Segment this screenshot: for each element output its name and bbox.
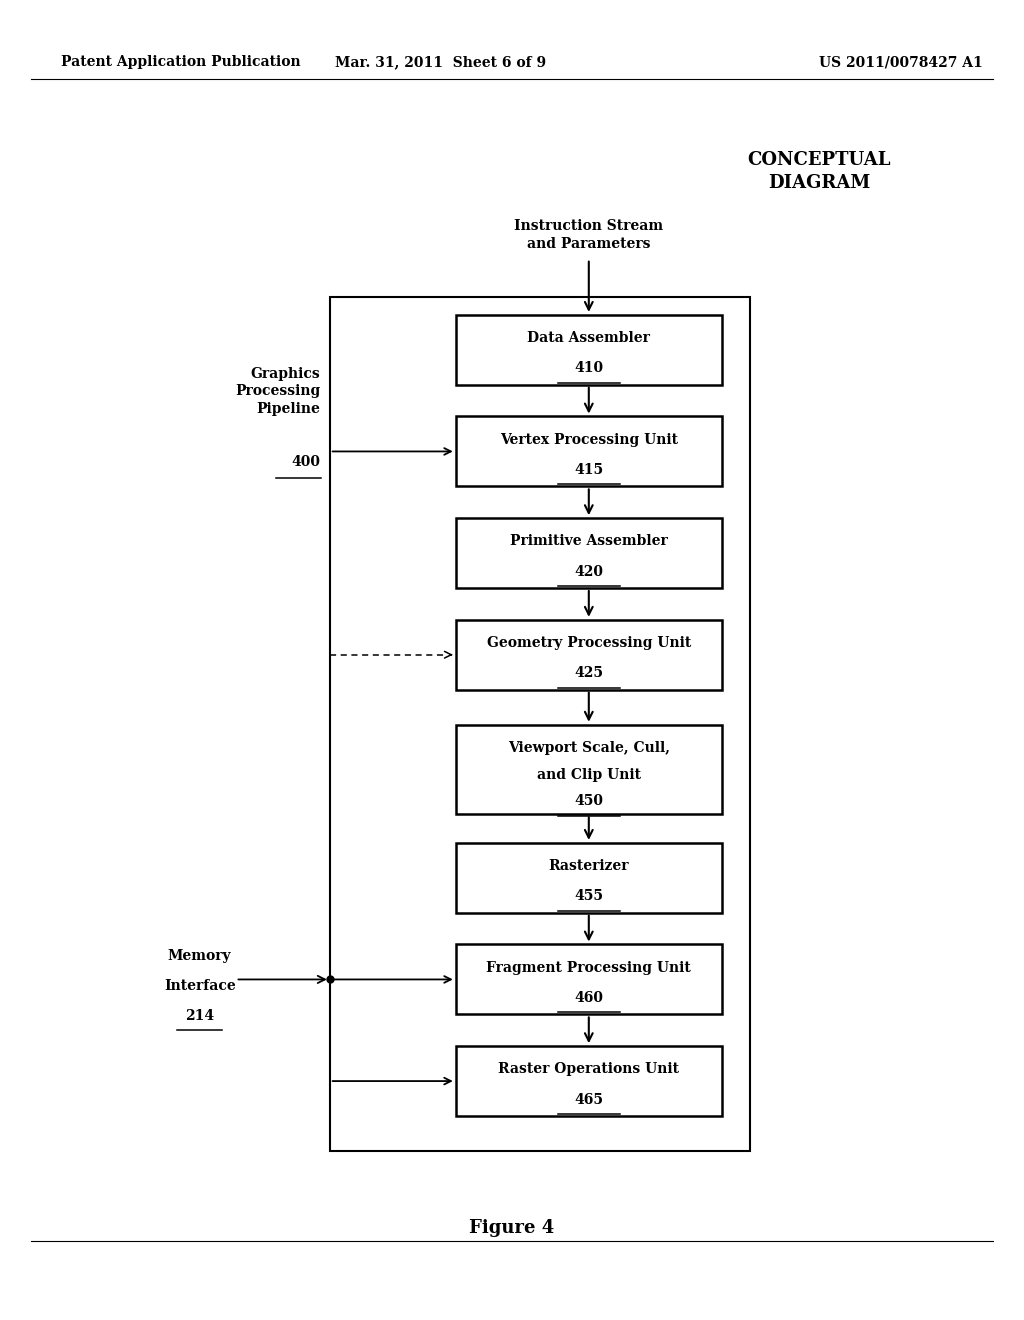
- Text: 460: 460: [574, 991, 603, 1005]
- Text: 425: 425: [574, 667, 603, 680]
- Bar: [456, 945, 722, 1015]
- Bar: [456, 517, 722, 589]
- Text: US 2011/0078427 A1: US 2011/0078427 A1: [819, 55, 983, 69]
- Text: CONCEPTUAL
DIAGRAM: CONCEPTUAL DIAGRAM: [748, 150, 891, 193]
- Text: Vertex Processing Unit: Vertex Processing Unit: [500, 433, 678, 446]
- Text: 420: 420: [574, 565, 603, 578]
- Bar: [456, 620, 722, 689]
- Bar: [456, 843, 722, 913]
- Bar: [456, 417, 722, 487]
- Text: and Clip Unit: and Clip Unit: [537, 768, 641, 781]
- Text: Fragment Processing Unit: Fragment Processing Unit: [486, 961, 691, 974]
- Text: Rasterizer: Rasterizer: [549, 859, 629, 873]
- Bar: [456, 315, 722, 385]
- Text: 410: 410: [574, 362, 603, 375]
- Text: Viewport Scale, Cull,: Viewport Scale, Cull,: [508, 742, 670, 755]
- Text: 214: 214: [185, 1010, 214, 1023]
- Text: Memory: Memory: [168, 949, 231, 962]
- Text: 455: 455: [574, 890, 603, 903]
- Text: Primitive Assembler: Primitive Assembler: [510, 535, 668, 548]
- Text: Instruction Stream
and Parameters: Instruction Stream and Parameters: [514, 219, 664, 251]
- Text: 400: 400: [292, 455, 321, 469]
- Text: 450: 450: [574, 795, 603, 808]
- Text: 465: 465: [574, 1093, 603, 1106]
- Bar: [330, 297, 750, 1151]
- Text: Raster Operations Unit: Raster Operations Unit: [499, 1063, 679, 1076]
- Bar: [456, 1045, 722, 1115]
- Text: Figure 4: Figure 4: [469, 1218, 555, 1237]
- Text: Mar. 31, 2011  Sheet 6 of 9: Mar. 31, 2011 Sheet 6 of 9: [335, 55, 546, 69]
- Text: Graphics
Processing
Pipeline: Graphics Processing Pipeline: [236, 367, 321, 416]
- Text: Patent Application Publication: Patent Application Publication: [61, 55, 301, 69]
- Bar: [456, 725, 722, 814]
- Text: Interface: Interface: [164, 979, 236, 993]
- Text: 415: 415: [574, 463, 603, 477]
- Text: Geometry Processing Unit: Geometry Processing Unit: [486, 636, 691, 649]
- Text: Data Assembler: Data Assembler: [527, 331, 650, 345]
